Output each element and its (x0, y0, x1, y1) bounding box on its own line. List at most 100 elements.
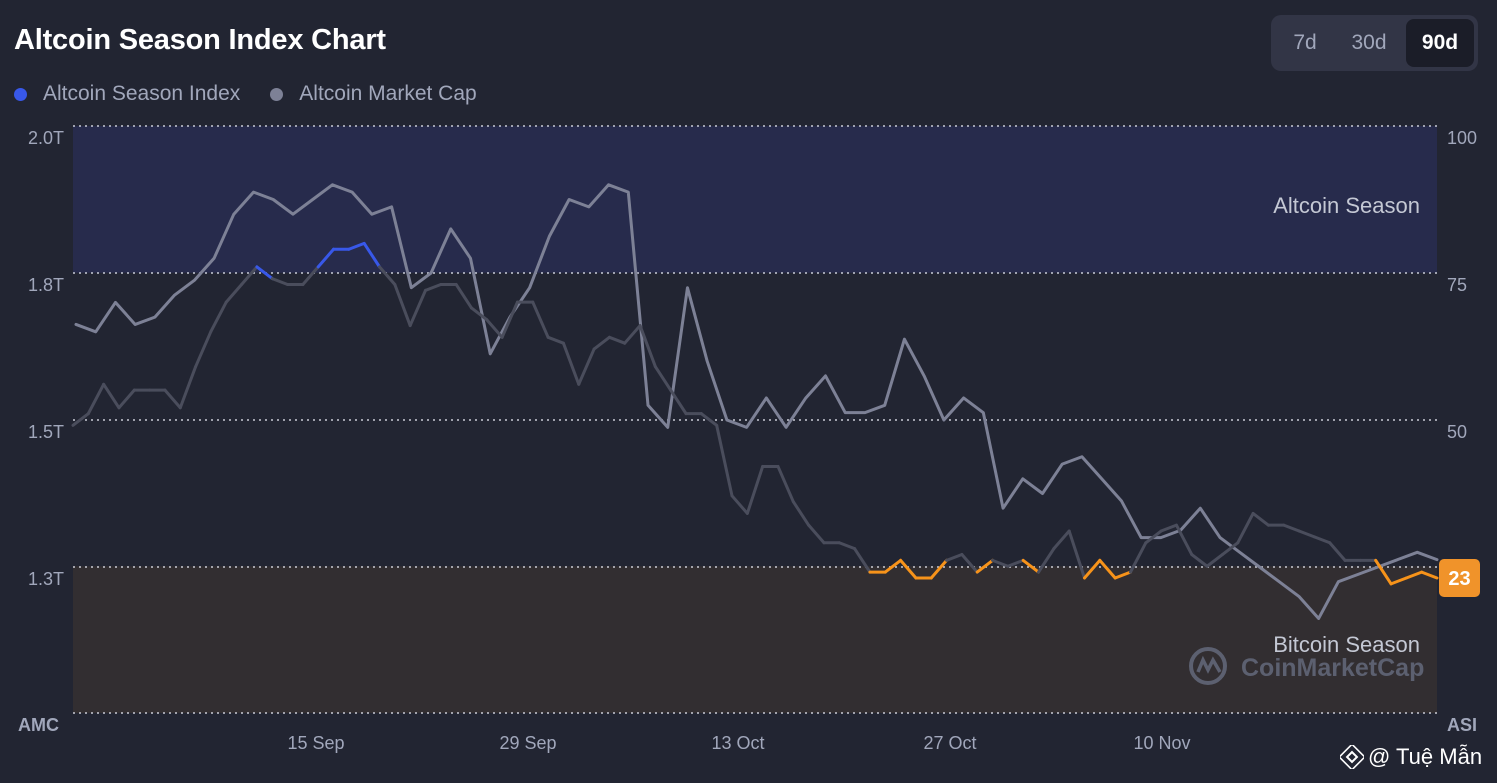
right-tick-label: 100 (1447, 128, 1477, 148)
x-tick-label: 13 Oct (711, 733, 764, 753)
series-segment-altcoin-season-index (1420, 570, 1439, 580)
legend-label: Altcoin Season Index (43, 82, 241, 105)
legend-label: Altcoin Market Cap (299, 82, 477, 105)
range-90d-button[interactable]: 90d (1406, 19, 1474, 67)
legend-item-altcoin-season-index[interactable]: Altcoin Season Index (14, 82, 240, 106)
series-segment-altcoin-season-index (623, 324, 642, 345)
series-segment-altcoin-season-index (1128, 541, 1148, 574)
series-segment-altcoin-season-index (255, 265, 274, 281)
series-segment-altcoin-season-index (653, 365, 673, 392)
series-segment-altcoin-season-index (776, 464, 795, 504)
left-tick-label: 1.8T (28, 275, 64, 295)
series-segment-altcoin-season-index (1374, 558, 1393, 586)
series-segment-altcoin-season-index (1312, 535, 1332, 545)
series-segment-altcoin-season-index (194, 329, 213, 369)
series-segment-altcoin-season-index (1144, 529, 1163, 545)
series-segment-altcoin-season-index (960, 553, 979, 574)
right-tick-label: 50 (1447, 422, 1467, 442)
x-tick-label: 29 Sep (499, 733, 556, 753)
series-segment-altcoin-season-index (699, 412, 719, 427)
series-segment-altcoin-season-index (807, 523, 826, 545)
series-segment-altcoin-season-index (1282, 523, 1301, 533)
series-segment-altcoin-season-index (883, 558, 903, 574)
series-segment-altcoin-season-index (975, 558, 995, 574)
series-segment-altcoin-season-index (347, 241, 366, 251)
range-30d-button[interactable]: 30d (1351, 31, 1387, 54)
series-segment-altcoin-season-index (1205, 553, 1224, 568)
series-segment-altcoin-season-index (408, 288, 427, 328)
series-segment-altcoin-season-index (1113, 570, 1132, 580)
series-segment-altcoin-season-index (929, 558, 949, 580)
series-segment-altcoin-season-index (1220, 541, 1240, 557)
series-line-altcoin-market-cap (74, 183, 1439, 620)
series-segment-altcoin-season-index (669, 388, 688, 416)
series-segment-altcoin-season-index (607, 335, 627, 345)
series-segment-altcoin-season-index (837, 541, 857, 551)
series-segment-altcoin-season-index (991, 558, 1010, 568)
series-segment-altcoin-season-index (791, 500, 811, 527)
series-segment-altcoin-season-index (577, 347, 596, 386)
altcoin-season-label: Altcoin Season (1273, 193, 1420, 218)
series-segment-altcoin-season-index (1083, 558, 1102, 580)
series-segment-altcoin-season-index (1236, 511, 1255, 545)
series-segment-altcoin-season-index (531, 300, 550, 339)
series-segment-altcoin-season-index (316, 247, 336, 269)
binance-diamond-icon (1340, 745, 1364, 769)
series-segment-altcoin-season-index (561, 341, 581, 386)
credit-text: @ Tuệ Mẫn (1368, 744, 1483, 769)
series-segment-altcoin-season-index (1297, 529, 1316, 539)
series-segment-altcoin-season-index (638, 324, 657, 369)
series-segment-altcoin-season-index (224, 282, 244, 304)
right-axis-name: ASI (1447, 715, 1477, 735)
series-segment-altcoin-season-index (1404, 570, 1424, 580)
latest-value-badge (1439, 558, 1480, 597)
series-segment-altcoin-season-index (393, 282, 412, 328)
right-tick-label: 75 (1447, 275, 1467, 295)
dot-icon (270, 87, 284, 101)
series-segment-altcoin-season-index (117, 388, 136, 410)
series-segment-altcoin-season-index (1098, 558, 1117, 580)
series-segment-altcoin-season-index (1159, 523, 1178, 533)
bitcoin-season-zone (73, 566, 1437, 713)
series-segment-altcoin-season-index (240, 265, 259, 286)
series-segment-altcoin-season-index (1174, 523, 1194, 557)
range-selector: 7d 30d 90d (1271, 15, 1478, 71)
page-title: Altcoin Season Index Chart (14, 24, 386, 56)
left-tick-label: 1.3T (28, 569, 64, 589)
series-segment-altcoin-season-index (270, 277, 290, 286)
range-7d-button[interactable]: 7d (1293, 31, 1317, 54)
x-tick-label: 27 Oct (923, 733, 976, 753)
series-segment-altcoin-season-index (102, 382, 121, 410)
x-tick-label: 15 Sep (287, 733, 344, 753)
series-segment-altcoin-season-index (1021, 558, 1041, 574)
series-segment-altcoin-season-index (485, 318, 504, 339)
series-segment-altcoin-season-index (546, 335, 565, 345)
series-segment-altcoin-season-index (178, 365, 198, 410)
series-segment-altcoin-season-index (1006, 558, 1025, 568)
series-segment-altcoin-season-index (853, 547, 872, 574)
series-segment-altcoin-season-index (1328, 541, 1347, 562)
series-segment-altcoin-season-index (362, 241, 382, 269)
latest-value-label: 23 (1448, 568, 1470, 590)
left-tick-label: 1.5T (28, 422, 64, 442)
series-segment-altcoin-season-index (71, 412, 90, 427)
series-segment-altcoin-season-index (1052, 529, 1071, 551)
series-segment-altcoin-season-index (86, 382, 106, 416)
series-segment-altcoin-season-index (745, 464, 765, 515)
series-segment-altcoin-season-index (163, 388, 182, 410)
series-segment-altcoin-season-index (899, 558, 918, 580)
x-tick-label: 10 Nov (1133, 733, 1190, 753)
series-segment-altcoin-season-index (454, 282, 473, 310)
coinmarketcap-logo-icon (1189, 647, 1227, 685)
series-segment-altcoin-season-index (715, 423, 734, 498)
series-segment-altcoin-season-index (469, 306, 489, 322)
series-segment-altcoin-season-index (1251, 511, 1270, 527)
legend-item-altcoin-market-cap[interactable]: Altcoin Market Cap (270, 82, 477, 106)
watermark-text: CoinMarketCap (1241, 654, 1424, 682)
series-segment-altcoin-season-index (592, 335, 611, 351)
dot-icon (14, 87, 27, 101)
series-segment-altcoin-season-index (301, 265, 320, 286)
series-segment-altcoin-season-index (378, 265, 397, 286)
series-segment-altcoin-season-index (209, 300, 228, 333)
